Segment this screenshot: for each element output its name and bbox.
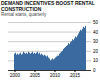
svg-text:2005: 2005	[30, 72, 41, 77]
svg-text:50: 50	[93, 20, 99, 25]
svg-text:2000: 2000	[10, 72, 21, 77]
svg-text:0: 0	[93, 68, 96, 73]
svg-text:20: 20	[93, 48, 99, 53]
svg-text:2010: 2010	[50, 72, 61, 77]
svg-text:10: 10	[93, 58, 99, 63]
svg-text:30: 30	[93, 39, 99, 44]
svg-text:2015: 2015	[70, 72, 81, 77]
html-text:DEMAND INCENTIVES BOOST RENTAL: DEMAND INCENTIVES BOOST RENTAL CONSTRUCT…	[1, 0, 95, 12]
svg-text:40: 40	[93, 29, 99, 34]
html-text:Rental starts, quarterly: Rental starts, quarterly	[1, 12, 47, 18]
